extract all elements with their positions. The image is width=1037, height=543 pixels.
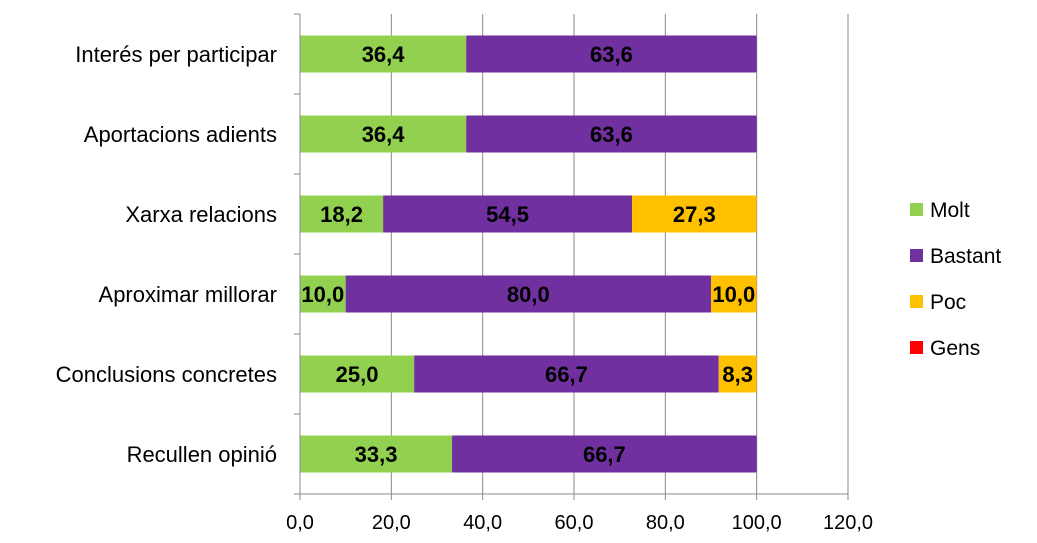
bar-molt [300, 275, 346, 313]
category-label: Aportacions adients [84, 122, 277, 147]
data-label: 63,6 [590, 42, 633, 67]
legend-label: Bastant [930, 245, 1001, 268]
legend-label: Poc [930, 291, 966, 314]
data-label: 66,7 [583, 442, 626, 467]
data-label: 27,3 [673, 202, 716, 227]
data-label: 54,5 [486, 202, 529, 227]
x-tick-label: 60,0 [555, 512, 594, 534]
data-label: 10,0 [301, 282, 344, 307]
bar-bastant [414, 355, 719, 393]
bar-bastant [466, 115, 757, 153]
legend-swatch-bastant [910, 249, 923, 262]
bars [300, 35, 757, 473]
data-label: 8,3 [722, 362, 753, 387]
data-labels: 36,4 63,6 36,4 63,6 18,2 54,5 27,3 10,0 80,0 10,0… [301, 42, 755, 467]
category-label: Recullen opinió [127, 442, 277, 467]
legend-swatch-poc [910, 295, 923, 308]
bar-molt [300, 115, 467, 153]
bar-bastant [345, 275, 711, 313]
data-label: 25,0 [336, 362, 379, 387]
bar-molt [300, 195, 384, 233]
legend-swatch-molt [910, 203, 923, 216]
category-label: Xarxa relacions [125, 202, 277, 227]
legend-label: Molt [930, 199, 970, 222]
bar-poc [631, 195, 757, 233]
data-label: 18,2 [320, 202, 363, 227]
category-label: Interés per participar [75, 42, 277, 67]
legend-swatch-gens [910, 341, 923, 354]
bar-molt [300, 355, 415, 393]
x-tick-labels: 0,0 20,0 40,0 60,0 80,0 100,0 120,0 [286, 512, 873, 534]
category-label: Aproximar millorar [99, 282, 277, 307]
data-label: 33,3 [355, 442, 398, 467]
category-labels: Interés per participar Aportacions adient… [56, 42, 277, 467]
x-tick-label: 20,0 [372, 512, 411, 534]
category-label: Conclusions concretes [56, 362, 277, 387]
bar-bastant [452, 435, 757, 473]
data-label: 80,0 [507, 282, 550, 307]
x-tick-label: 80,0 [646, 512, 685, 534]
x-tick-label: 40,0 [463, 512, 502, 534]
x-tick-label: 100,0 [732, 512, 782, 534]
axes [294, 13, 849, 500]
data-label: 66,7 [545, 362, 588, 387]
gridlines [390, 14, 849, 494]
data-label: 36,4 [362, 122, 406, 147]
data-label: 10,0 [712, 282, 755, 307]
data-label: 63,6 [590, 122, 633, 147]
bar-poc [711, 275, 757, 313]
bar-molt [300, 35, 467, 73]
legend: Molt Bastant Poc Gens [910, 199, 1001, 360]
bar-poc [718, 355, 757, 393]
bar-bastant [466, 35, 757, 73]
x-tick-label: 0,0 [286, 512, 314, 534]
data-label: 36,4 [362, 42, 406, 67]
bar-molt [300, 435, 453, 473]
legend-label: Gens [930, 337, 980, 360]
bar-bastant [383, 195, 632, 233]
x-tick-label: 120,0 [823, 512, 873, 534]
